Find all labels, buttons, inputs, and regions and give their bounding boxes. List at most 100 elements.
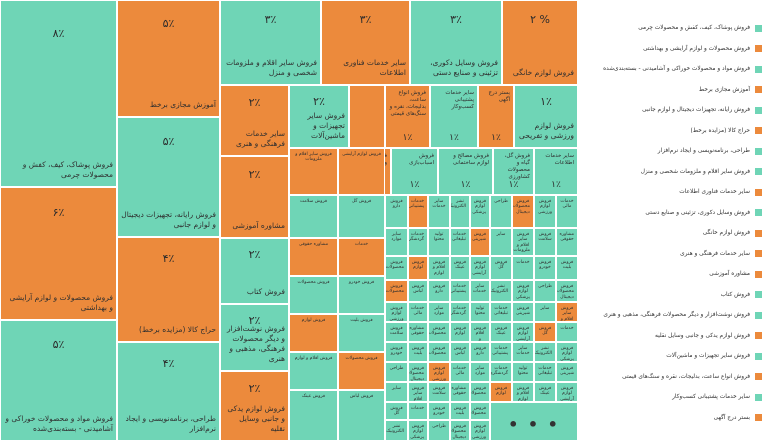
treemap-cell: ۶٪ فروش محصولات و لوازم آرایشی و بهداشتی	[0, 187, 117, 320]
treemap-cell: ۱٪ فروش اسباب‌بازی	[391, 148, 438, 195]
treemap-cell: ۲٪ مشاوره آموزشی	[220, 156, 289, 238]
cell-label: نشر الکترونیک	[450, 199, 466, 210]
treemap-cell-small: فروش لباس	[408, 280, 428, 302]
cell-label: فروش محصولات	[428, 326, 446, 337]
legend-item: فروش مواد و محصولات خوراکی و آشامیدنی - …	[590, 59, 762, 80]
cell-label: فروش لوازم	[453, 326, 466, 337]
treemap-cell-small: خدمات	[556, 322, 578, 342]
treemap-cell-small: فروش لوازم	[289, 314, 338, 352]
cell-label: فروش لوازم آرایشی	[560, 386, 574, 402]
legend-swatch	[755, 168, 762, 176]
treemap-cell-small: خدمات مالی	[408, 302, 428, 322]
legend-label: فروش رایانه، تجهیزات دیجیتال و لوازم جان…	[642, 107, 750, 114]
treemap-cell-small: تولید محتوا	[512, 362, 534, 382]
cell-label: نشر الکترونیک	[386, 424, 404, 435]
cell-label: فروش لوازم آرایشی	[516, 326, 530, 342]
cell-percent: ۴٪	[162, 356, 175, 370]
treemap-cell-small: فروش محصولات	[289, 276, 338, 314]
cell-label: سایر موارد	[474, 366, 486, 377]
treemap-cell: ۲٪ فروش نوشت‌افزار و دیگر محصولات فرهنگی،…	[220, 304, 289, 371]
cell-label: فروش عینک	[538, 386, 552, 397]
treemap-cell: ۳٪ فروش سایر اقلام و ملزومات شخصی و منزل	[220, 0, 321, 85]
cell-label: فروش لوازم پزشکی	[472, 199, 486, 215]
legend-label: سایر خدمات فناوری اطلاعات	[679, 189, 750, 196]
cell-label: فروش محصولات دیجیتال	[451, 424, 466, 440]
cell-label: فروش شیرینی	[472, 232, 486, 243]
legend-label: فروش پوشاک، کیف، کفش و محصولات چرمی	[638, 25, 750, 32]
cell-label: فروش اقلام و لوازم	[294, 356, 333, 361]
cell-label: فروش سایر اقلام و ملزومات	[513, 232, 530, 254]
cell-label: فروش بلیت	[560, 260, 574, 271]
cell-percent: ۱٪	[409, 180, 420, 190]
cell-label: فروش لباس	[411, 284, 424, 295]
treemap-cell-small: فروش گل	[490, 256, 512, 280]
cell-label: فروش پوشاک، کیف، کفش و محصولات چرمی	[22, 159, 113, 179]
cell-percent: ۲٪	[248, 314, 261, 328]
treemap-cell-small: فروش سایر اقلام و ملزومات	[556, 302, 578, 322]
cell-label: فروش لوازم آرایشی	[342, 152, 381, 157]
cell-label: خدمات تبلیغاتی	[537, 366, 552, 377]
cell-label: خدمات پشتیبانی	[408, 199, 424, 210]
cell-label: فروش محصولات	[385, 260, 404, 271]
cell-percent: ۲٪	[248, 168, 261, 182]
cell-label: فروش لوازم ورزشی	[471, 424, 486, 440]
cell-label: فروش لباس	[349, 394, 374, 399]
treemap-cell-small: فروش سلامت	[428, 382, 450, 402]
treemap-cell-small: نشر الکترونیک	[534, 342, 556, 362]
treemap-cell-small: طراحی	[490, 195, 512, 228]
cell-label: فروش محصولات	[428, 346, 446, 357]
cell-label: فروش خودرو	[348, 280, 375, 285]
cell-label: سایر موارد	[391, 232, 402, 243]
cell-percent: ۲ %	[530, 12, 550, 26]
legend-swatch	[755, 106, 762, 114]
cell-label: سایر خدمات اطلاعات	[545, 153, 574, 166]
treemap-cell-small: فروش عینک	[490, 322, 512, 342]
treemap-cell-small: خدمات پشتیبانی	[408, 195, 428, 228]
cell-label: فروش لوازم پزشکی	[560, 346, 574, 362]
legend-swatch	[755, 352, 762, 360]
cell-label: فروش سلامت	[538, 232, 552, 243]
treemap-cell: ۳٪ فروش وسایل دکوری، تزئینی و صنایع دستی	[410, 0, 502, 85]
cell-percent: ۵٪	[162, 134, 175, 148]
cell-label: مشاوره حقوقی	[559, 232, 575, 243]
cell-label: خدمات	[410, 406, 424, 411]
cell-label: فروش اسباب‌بازی	[409, 153, 434, 166]
cell-label: فروش مصالح و لوازم ساختمانی	[452, 153, 489, 166]
legend-item: مشاوره آموزشی	[590, 264, 762, 285]
cell-label: فروش محصولات دیجیتال	[556, 284, 574, 300]
legend-swatch	[755, 86, 762, 94]
cell-label: سایر	[496, 232, 506, 237]
treemap-cell-small: فروش گل	[338, 195, 385, 238]
cell-label: فروش لوازم ورزشی	[537, 199, 552, 215]
treemap-cell-small: فروش گل	[534, 322, 556, 342]
cell-label: تولید محتوا	[517, 366, 529, 377]
treemap-cell: ۱٪ سایر خدمات پشتیبانی کسب‌وکار	[430, 85, 478, 148]
treemap-cell-small: خدمات پشتیبانی	[490, 342, 512, 362]
cell-percent: ۸٪	[52, 26, 65, 40]
treemap-cell-small: سایر خدمات	[512, 342, 534, 362]
cell-label: مشاوره حقوقی	[451, 386, 467, 397]
cell-label: خدمات پشتیبانی	[450, 284, 466, 295]
treemap-cell: ۲٪ فروش سایر تجهیزات و ماشین‌آلات	[289, 85, 349, 148]
cell-label: مشاوره حقوقی	[409, 326, 425, 337]
cell-label: خدمات	[560, 326, 574, 331]
cell-label: فروش انواع ساعت، بدلیجات، نقره و سنگ‌های…	[389, 90, 426, 117]
cell-percent: ۱٪	[540, 94, 552, 108]
legend-swatch	[755, 393, 762, 401]
cell-percent: ۶٪	[52, 206, 65, 220]
treemap-cell: ۴٪ طراحی، برنامه‌نویسی و ایجاد نرم‌افزار	[117, 342, 220, 441]
cell-label: فروش لوازم آرایشی	[472, 260, 486, 276]
cell-label: فروش محصولات	[471, 406, 486, 417]
legend-item: بستر درج آگهی	[590, 408, 762, 429]
treemap-cell: ۵٪ فروش مواد و محصولات خوراکی و آشامیدنی …	[0, 320, 117, 441]
cell-label: طراحی، برنامه‌نویسی و ایجاد نرم‌افزار	[125, 413, 216, 433]
legend-swatch	[755, 127, 762, 135]
legend-label: فروش وسایل دکوری، تزئینی و صنایع دستی	[645, 209, 750, 216]
treemap-cell: ۲ % فروش لوازم خانگی	[502, 0, 578, 85]
legend-item: فروش انواع ساعت، بدلیجات، نقره و سنگ‌های…	[590, 367, 762, 388]
treemap-cell-small: فروش دارو	[470, 342, 490, 362]
cell-percent: ۱٪	[460, 180, 471, 190]
treemap-cell-small: فروش عینک	[289, 390, 338, 441]
legend-swatch	[755, 147, 762, 155]
more-indicator-cell: • • •	[490, 402, 578, 441]
